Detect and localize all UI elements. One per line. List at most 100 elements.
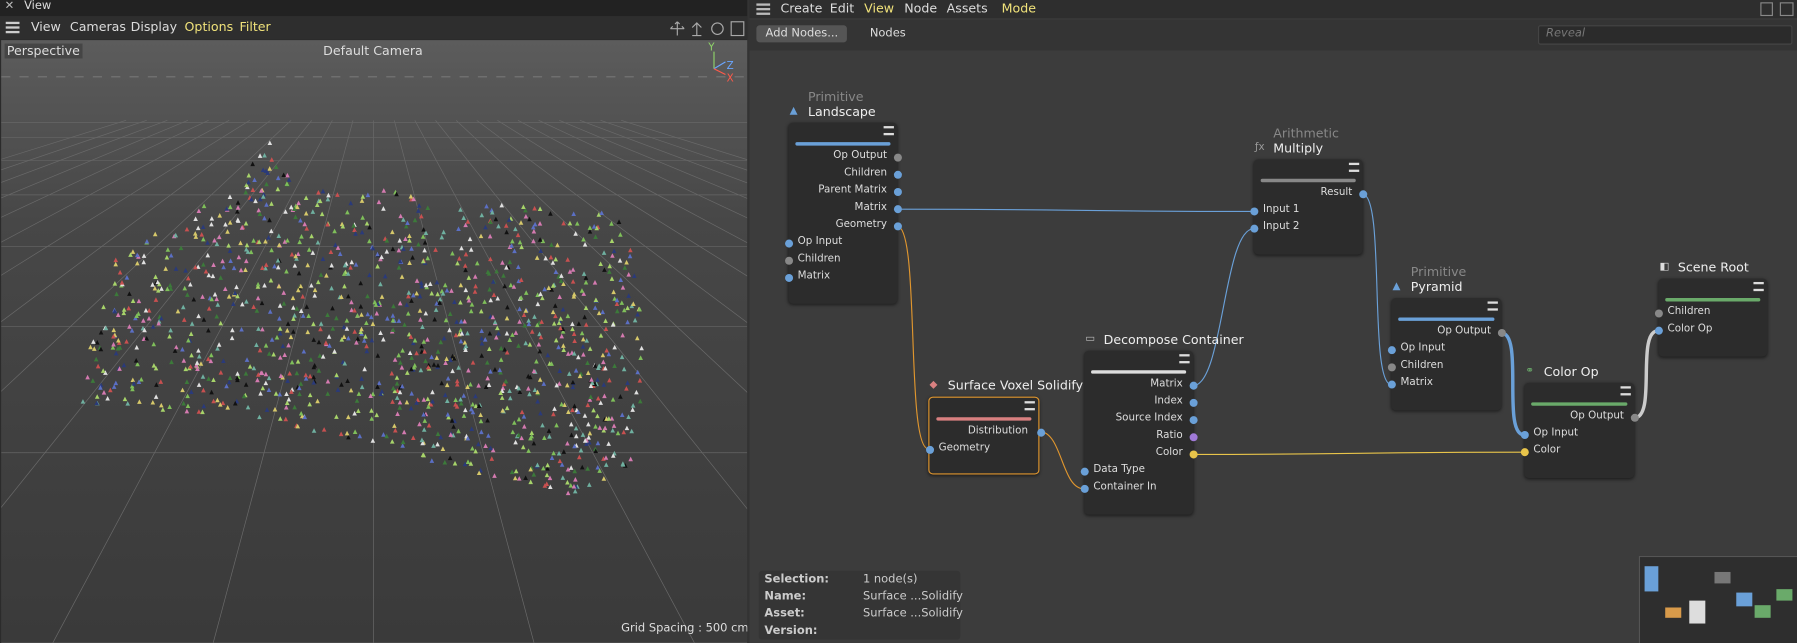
- menu-item[interactable]: Filter: [239, 19, 271, 35]
- port-dot[interactable]: [1630, 413, 1639, 422]
- port-dot[interactable]: [1189, 450, 1198, 459]
- scatter-instance: [500, 385, 506, 391]
- node-2[interactable]: Op Output Op Input Children Matrix: [1387, 298, 1506, 411]
- scatter-instance: [262, 152, 267, 158]
- lock-icon[interactable]: [1760, 2, 1773, 17]
- node-1[interactable]: Result Input 1 Input 2: [1249, 159, 1367, 255]
- camera-label[interactable]: Default Camera: [323, 43, 423, 59]
- scatter-instance: [531, 238, 536, 244]
- node-menu-icon[interactable]: [1753, 281, 1764, 292]
- node-0[interactable]: Op Output Children Parent Matrix Matrix Geom…: [784, 122, 902, 304]
- scatter-instance: [567, 220, 573, 226]
- hamburger-icon[interactable]: [5, 21, 20, 34]
- node-menu-icon[interactable]: [883, 126, 894, 136]
- scatter-instance: [403, 223, 409, 229]
- scatter-instance: [571, 350, 577, 356]
- port-dot[interactable]: [1249, 224, 1258, 233]
- menu-item[interactable]: Display: [130, 19, 178, 35]
- add-nodes-button[interactable]: Add Nodes...: [756, 25, 848, 43]
- scatter-instance: [403, 236, 408, 242]
- port-dot[interactable]: [1080, 467, 1089, 476]
- port-dot[interactable]: [784, 256, 793, 265]
- scatter-instance: [345, 378, 350, 384]
- node-menu-icon[interactable]: [1620, 386, 1631, 396]
- port-dot[interactable]: [893, 187, 902, 197]
- scatter-instance: [319, 211, 325, 217]
- minimap[interactable]: [1638, 555, 1797, 643]
- port-dot[interactable]: [893, 205, 902, 214]
- port-dot[interactable]: [893, 222, 902, 231]
- node-title: Landscape: [807, 104, 876, 120]
- scatter-instance: [186, 337, 191, 343]
- scatter-instance: [373, 302, 379, 307]
- scatter-instance: [470, 409, 476, 415]
- nodes-tab[interactable]: Nodes: [869, 27, 906, 41]
- scatter-instance: [549, 287, 555, 292]
- port-dot[interactable]: [1189, 433, 1198, 442]
- port-dot[interactable]: [1654, 326, 1663, 335]
- port-dot[interactable]: [1387, 363, 1396, 372]
- scatter-instance: [117, 366, 122, 371]
- menu-item[interactable]: View: [30, 19, 61, 35]
- node-menu-icon[interactable]: [1348, 162, 1360, 172]
- port-dot[interactable]: [1358, 190, 1367, 199]
- port-dot[interactable]: [893, 170, 902, 179]
- scatter-instance: [375, 263, 380, 269]
- node-menu-icon[interactable]: [1024, 401, 1035, 411]
- scatter-instance: [547, 475, 553, 481]
- scatter-instance: [292, 313, 297, 318]
- scatter-instance: [358, 329, 364, 335]
- port-dot[interactable]: [784, 239, 793, 248]
- scatter-instance: [103, 370, 108, 375]
- scatter-instance: [632, 273, 637, 278]
- camera-mode-label[interactable]: Perspective: [4, 43, 83, 59]
- menu-item[interactable]: Assets: [946, 1, 988, 17]
- node-3[interactable]: Children Color Op: [1654, 278, 1768, 357]
- port-dot[interactable]: [1387, 380, 1396, 389]
- layout-icon[interactable]: [1779, 2, 1794, 17]
- scatter-instance: [283, 209, 288, 214]
- menu-item[interactable]: Cameras: [69, 19, 126, 35]
- scatter-instance: [127, 324, 132, 329]
- menu-item[interactable]: Mode: [1001, 1, 1037, 17]
- port-dot[interactable]: [1189, 398, 1198, 407]
- menu-item[interactable]: Node: [904, 1, 938, 17]
- node-menu-icon[interactable]: [1179, 354, 1190, 364]
- node-menu-icon[interactable]: [1487, 301, 1498, 311]
- port-dot[interactable]: [1520, 430, 1529, 439]
- port-dot[interactable]: [1189, 416, 1198, 425]
- scatter-instance: [193, 234, 199, 239]
- menu-item[interactable]: Options: [184, 19, 234, 35]
- search-field[interactable]: Reveal: [1537, 25, 1793, 45]
- menu-item[interactable]: View: [864, 1, 895, 17]
- scatter-instance: [365, 311, 371, 317]
- port-dot[interactable]: [1080, 484, 1089, 493]
- port-dot[interactable]: [784, 273, 793, 282]
- scatter-instance: [209, 216, 215, 221]
- menu-item[interactable]: Edit: [829, 1, 855, 17]
- port-dot[interactable]: [893, 153, 902, 162]
- scatter-instance: [295, 204, 300, 210]
- port-dot[interactable]: [1520, 448, 1529, 457]
- node-5[interactable]: Matrix Index Source Index Ratio Color Data Ty…: [1080, 350, 1198, 515]
- scatter-instance: [315, 239, 321, 245]
- scatter-instance: [558, 278, 564, 283]
- port-dot[interactable]: [1497, 328, 1506, 337]
- scatter-instance: [479, 429, 484, 435]
- 3d-viewport[interactable]: Perspective Default Camera Y Z X Grid Sp…: [1, 40, 748, 643]
- port-dot[interactable]: [925, 445, 934, 454]
- port-dot[interactable]: [1249, 207, 1258, 216]
- menu-item[interactable]: Create: [780, 1, 823, 17]
- node-6[interactable]: Distribution Geometry: [925, 396, 1045, 475]
- hamburger-icon[interactable]: [756, 3, 771, 15]
- port-dot[interactable]: [1654, 309, 1663, 318]
- port-dot[interactable]: [1387, 346, 1396, 355]
- scatter-instance: [545, 462, 550, 468]
- node-4[interactable]: Op Output Op Input Color: [1520, 382, 1639, 478]
- port-dot[interactable]: [1036, 428, 1045, 437]
- scatter-instance: [264, 407, 270, 412]
- port-dot[interactable]: [1189, 381, 1198, 390]
- viewport-nav-icons[interactable]: [667, 19, 745, 37]
- scatter-instance: [548, 484, 553, 490]
- close-button[interactable]: ✕: [4, 0, 15, 13]
